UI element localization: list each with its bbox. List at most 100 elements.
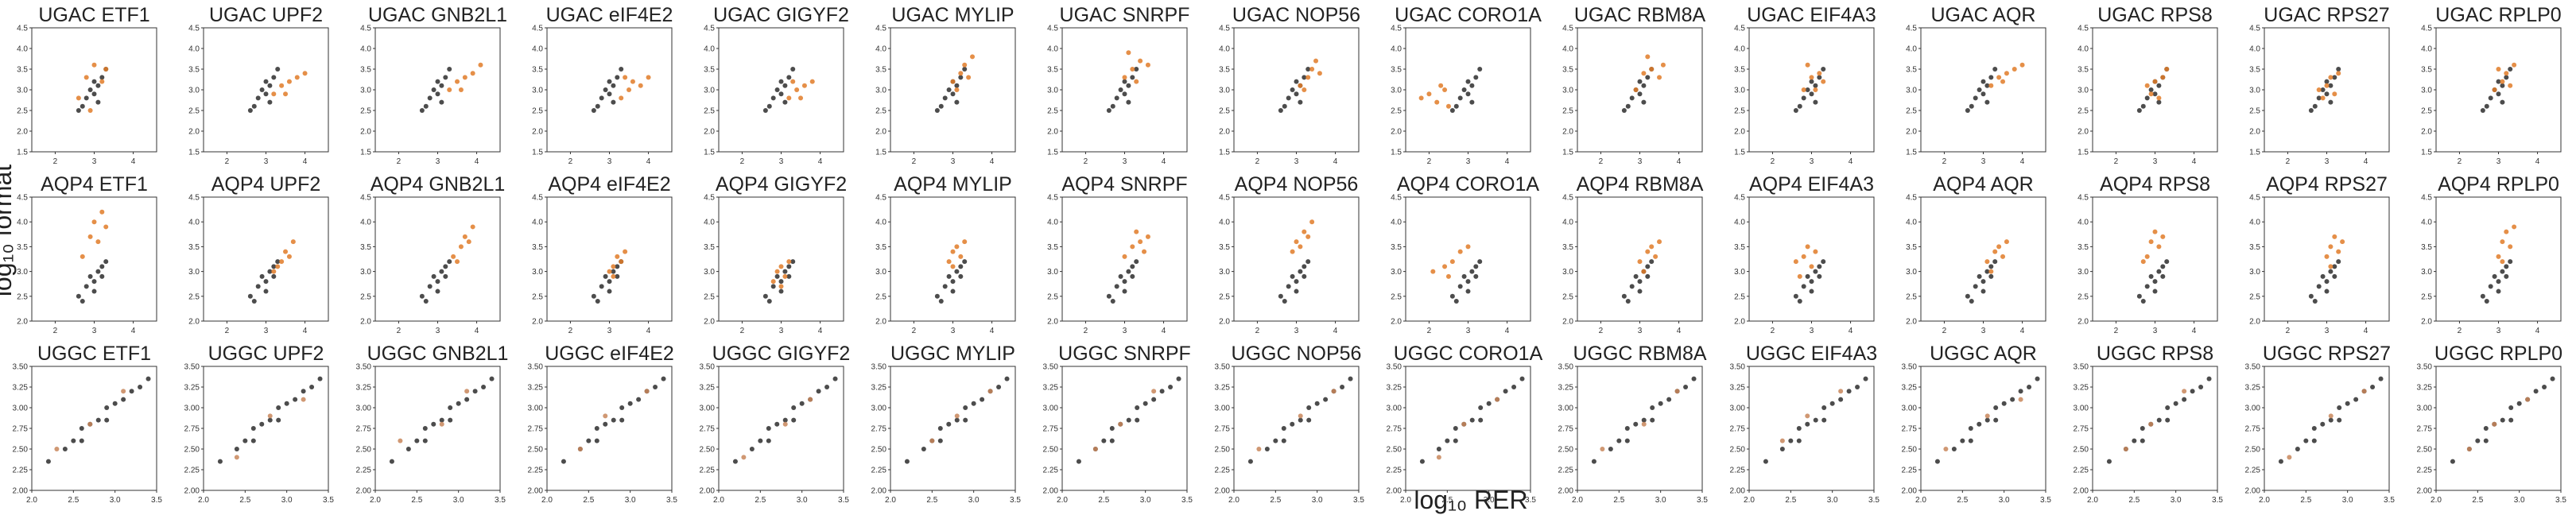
axes-frame	[1061, 196, 1188, 322]
highlight-point	[2336, 249, 2341, 254]
highlight-point	[2492, 421, 2497, 427]
background-point	[1683, 385, 1689, 389]
background-point	[1641, 83, 1647, 88]
background-point	[1763, 459, 1768, 464]
highlight-point	[774, 269, 780, 274]
x-tick-label: 2.5	[1785, 496, 1796, 505]
x-tick-label: 4	[1505, 327, 1510, 335]
x-tick-label: 4	[2535, 157, 2540, 166]
panel-title: AQP4 RPLP0	[2438, 173, 2559, 196]
background-point	[71, 438, 76, 443]
y-tick-label: 4.0	[360, 219, 371, 227]
y-tick-label: 2.5	[704, 292, 715, 301]
y-tick-label: 2.5	[2421, 107, 2432, 116]
background-point	[934, 108, 940, 113]
background-point	[1114, 95, 1119, 101]
x-tick-label: 2.0	[1057, 496, 1068, 505]
highlight-point	[1122, 75, 1127, 80]
y-tick-label: 4.5	[1219, 25, 1230, 33]
highlight-point	[987, 389, 993, 394]
y-tick-label: 1.5	[875, 149, 886, 157]
background-point	[263, 79, 269, 84]
background-point	[1130, 75, 1135, 80]
panel: UGGC EIF4A3 2.00 2.25 2.50 2.75 3.00 3.25 3.50 2…	[1730, 343, 1880, 505]
background-point	[946, 421, 952, 427]
highlight-point	[2492, 87, 2497, 92]
background-point	[1988, 264, 1994, 269]
panel-title: UGAC ETF1	[38, 4, 149, 26]
background-point	[942, 95, 948, 101]
y-tick-label: 2.75	[1730, 425, 1746, 434]
background-point	[91, 288, 97, 294]
background-point	[1591, 459, 1596, 464]
background-point	[2516, 401, 2522, 406]
background-point	[1633, 273, 1639, 279]
highlight-point	[2500, 239, 2505, 245]
y-tick-label: 2.5	[17, 292, 28, 301]
x-tick-label: 3	[2325, 157, 2330, 166]
highlight-point	[1645, 54, 1651, 60]
x-tick-label: 2	[53, 327, 58, 335]
background-point	[2311, 438, 2317, 443]
background-point	[782, 99, 788, 105]
background-point	[2492, 273, 2497, 279]
y-tick-label: 1.5	[360, 149, 371, 157]
x-tick-label: 4	[1333, 327, 1338, 335]
background-point	[1977, 87, 1982, 92]
background-point	[2156, 99, 2162, 105]
highlight-point	[929, 438, 935, 443]
background-point	[1813, 417, 1818, 423]
background-point	[1465, 79, 1471, 84]
highlight-point	[1641, 269, 1647, 274]
panel-title: AQP4 NOP56	[1235, 173, 1359, 196]
background-point	[1151, 397, 1157, 402]
background-point	[1340, 385, 1345, 389]
y-tick-label: 1.5	[17, 149, 28, 157]
x-tick-label: 2	[397, 157, 402, 166]
background-point	[1449, 293, 1455, 299]
y-tick-label: 4.5	[1906, 194, 1917, 203]
highlight-point	[87, 421, 93, 427]
panel: AQP4 RPS8 2.0 2.5 3.0 3.5 4.0 4.5 2 3 4	[2077, 173, 2218, 335]
highlight-point	[2332, 91, 2337, 97]
background-point	[1323, 397, 1329, 402]
panel: UGGC UPF2 2.00 2.25 2.50 2.75 3.00 3.25 3.50 2.0…	[184, 343, 335, 505]
highlight-point	[2000, 254, 2006, 259]
y-axis-label: log₁₀ format	[0, 165, 17, 296]
background-point	[2144, 284, 2150, 289]
highlight-point	[1797, 273, 1802, 279]
axes-frame	[890, 366, 1016, 491]
highlight-point	[1779, 438, 1785, 443]
y-tick-label: 3.0	[1219, 268, 1230, 277]
y-tick-label: 4.5	[704, 194, 715, 203]
y-tick-label: 2.0	[2421, 128, 2432, 137]
background-point	[1813, 99, 1818, 105]
y-tick-label: 3.0	[1219, 87, 1230, 95]
y-tick-label: 2.75	[2245, 425, 2261, 434]
y-tick-label: 3.5	[2249, 66, 2260, 75]
y-tick-label: 1.5	[2077, 149, 2089, 157]
y-tick-label: 3.25	[871, 384, 887, 393]
highlight-point	[2340, 239, 2345, 245]
highlight-point	[455, 79, 460, 84]
background-point	[423, 299, 429, 304]
y-tick-label: 2.0	[704, 318, 715, 327]
background-point	[963, 405, 968, 410]
highlight-point	[790, 79, 796, 84]
y-tick-label: 3.0	[1906, 87, 1917, 95]
background-point	[2320, 421, 2326, 427]
y-tick-label: 2.0	[532, 128, 543, 137]
panel: UGAC UPF2 1.5 2.0 2.5 3.0 3.5 4.0 4.5 2 3 4	[188, 4, 329, 166]
background-point	[251, 299, 257, 304]
x-tick-label: 3.5	[838, 496, 849, 505]
panel-title: UGAC UPF2	[209, 4, 323, 26]
background-point	[1796, 426, 1802, 431]
highlight-point	[1305, 234, 1311, 239]
background-point	[770, 284, 776, 289]
y-tick-label: 4.0	[1562, 45, 1573, 54]
panel: UGAC ETF1 1.5 2.0 2.5 3.0 3.5 4.0 4.5 2 3 4	[17, 4, 157, 166]
x-tick-label: 4	[2364, 327, 2368, 335]
background-point	[591, 293, 596, 299]
background-point	[1797, 103, 1802, 109]
highlight-point	[1449, 259, 1455, 265]
